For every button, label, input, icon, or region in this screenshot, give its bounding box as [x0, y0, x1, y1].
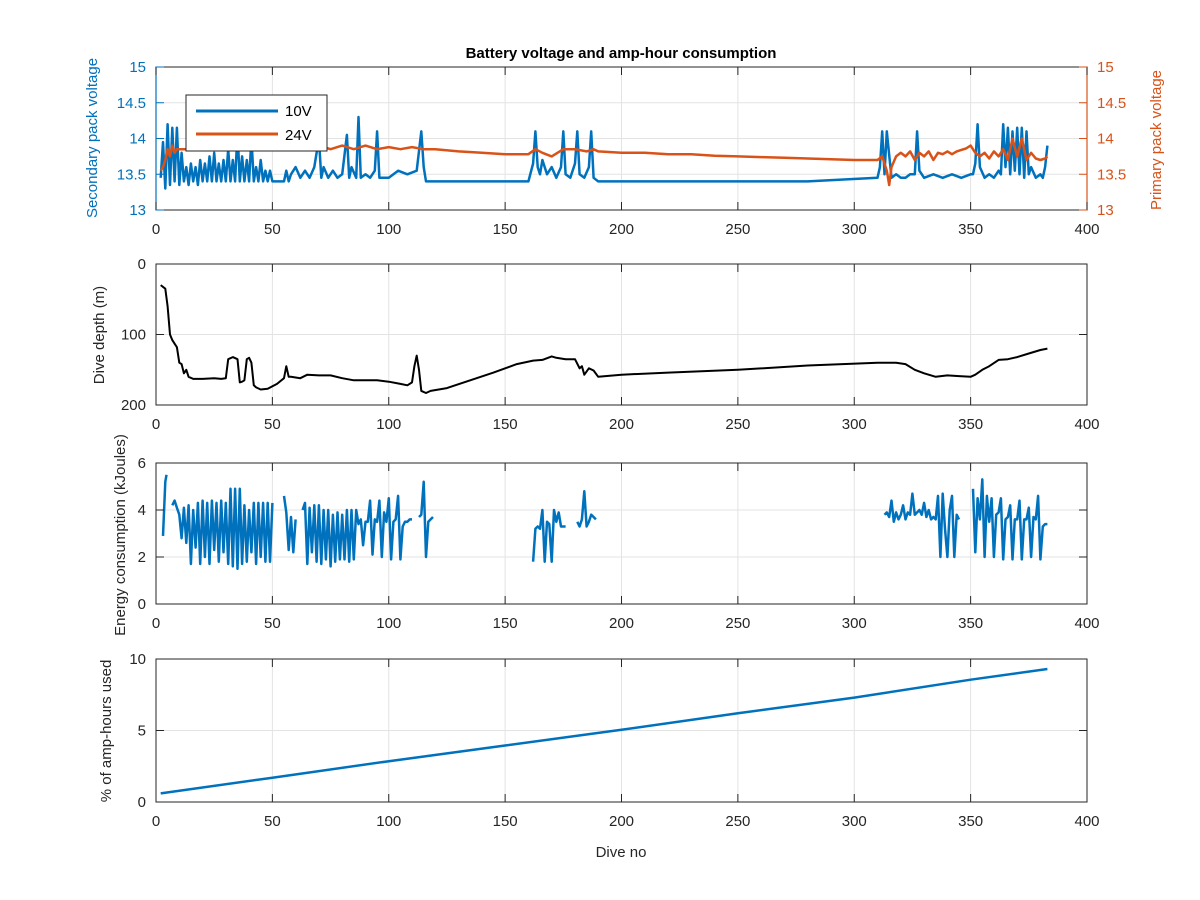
voltage-xtick-label: 300 — [842, 221, 867, 238]
legend-box — [185, 94, 328, 152]
depth-line-depth — [160, 284, 1048, 394]
amphours-line-amp-hours — [160, 667, 1048, 795]
depth-xtick-label: 0 — [152, 416, 160, 433]
energy-xtick-label: 50 — [264, 615, 281, 632]
depth-ytick-label: 200 — [121, 397, 146, 414]
voltage-right-ylabel: Primary pack voltage — [1148, 70, 1165, 210]
energy-line-energy-seg0 — [161, 474, 168, 536]
voltage-right-ytick-label: 14 — [1097, 131, 1114, 148]
energy-line-energy-seg2 — [282, 495, 297, 554]
depth-grid — [156, 264, 1087, 405]
voltage-xtick-label: 0 — [152, 221, 160, 238]
energy-line-energy-seg1 — [171, 487, 274, 571]
depth-xtick-label: 100 — [376, 416, 401, 433]
energy-xtick-label: 150 — [493, 615, 518, 632]
energy-ytick-label: 0 — [138, 596, 146, 613]
depth-ticks: 0 50 100 150 200 250 300 350 400 0 100 200 — [121, 256, 1100, 433]
depth-xtick-label: 400 — [1074, 416, 1099, 433]
voltage-xtick-label: 100 — [376, 221, 401, 238]
energy-ticks: 0 50 100 150 200 250 300 350 400 0 2 4 6 — [138, 455, 1100, 632]
amphours-xtick-label: 100 — [376, 813, 401, 830]
voltage-right-ytick-label: 13.5 — [1097, 166, 1126, 183]
voltage-ytick-label: 13 — [129, 202, 146, 219]
energy-ytick-label: 4 — [138, 502, 146, 519]
voltage-xtick-label: 250 — [725, 221, 750, 238]
amphours-xtick-label: 300 — [842, 813, 867, 830]
energy-xtick-label: 350 — [958, 615, 983, 632]
energy-line-energy-seg6 — [576, 489, 597, 528]
energy-panel: 0 50 100 150 200 250 300 350 400 0 2 4 6 Energy cons… — [112, 434, 1100, 636]
amphours-xtick-label: 350 — [958, 813, 983, 830]
energy-line-energy-seg7 — [883, 492, 961, 559]
voltage-ytick-label: 13.5 — [117, 166, 146, 183]
amphours-ytick-label: 0 — [138, 794, 146, 811]
amphours-xtick-label: 150 — [493, 813, 518, 830]
amphours-xtick-label: 200 — [609, 813, 634, 830]
voltage-right-ytick-label: 13 — [1097, 202, 1114, 219]
legend: 10V 24V — [185, 94, 328, 152]
energy-ytick-label: 2 — [138, 549, 146, 566]
energy-xtick-label: 300 — [842, 615, 867, 632]
energy-line-energy-seg4 — [418, 480, 434, 559]
depth-xtick-label: 300 — [842, 416, 867, 433]
depth-xtick-label: 350 — [958, 416, 983, 433]
voltage-right-ytick-label: 15 — [1097, 59, 1114, 76]
amphours-xlabel: Dive no — [596, 844, 647, 861]
voltage-ytick-label: 14.5 — [117, 95, 146, 112]
energy-xtick-label: 0 — [152, 615, 160, 632]
energy-xtick-label: 250 — [725, 615, 750, 632]
energy-xtick-label: 200 — [609, 615, 634, 632]
amphours-panel: 0 50 100 150 200 250 300 350 400 0 5 10 % of amp-ho… — [98, 651, 1100, 861]
depth-xtick-label: 150 — [493, 416, 518, 433]
voltage-ytick-label: 14 — [129, 131, 146, 148]
amphours-series — [160, 667, 1048, 795]
legend-label-24v: 24V — [285, 127, 312, 144]
energy-ylabel: Energy consumption (kJoules) — [112, 434, 129, 636]
depth-ylabel: Dive depth (m) — [91, 286, 108, 384]
energy-ytick-label: 6 — [138, 455, 146, 472]
depth-xtick-label: 200 — [609, 416, 634, 433]
energy-line-energy-seg8 — [971, 478, 1048, 561]
amphours-ylabel: % of amp-hours used — [98, 660, 115, 803]
voltage-line-10v — [159, 115, 1049, 190]
energy-line-energy-seg3 — [301, 494, 412, 568]
legend-label-10v: 10V — [285, 103, 312, 120]
voltage-panel: 0 50 100 150 200 250 300 350 400 13 13.5 14 14.5 15 13… — [84, 45, 1165, 238]
amphours-xtick-label: 400 — [1074, 813, 1099, 830]
depth-ytick-label: 100 — [121, 327, 146, 344]
voltage-right-ytick-label: 14.5 — [1097, 95, 1126, 112]
energy-series — [161, 474, 1048, 571]
voltage-xtick-label: 400 — [1074, 221, 1099, 238]
voltage-xtick-label: 350 — [958, 221, 983, 238]
energy-xtick-label: 400 — [1074, 615, 1099, 632]
amphours-ytick-label: 10 — [129, 651, 146, 668]
voltage-xtick-label: 150 — [493, 221, 518, 238]
depth-ytick-label: 0 — [138, 256, 146, 273]
depth-xtick-label: 50 — [264, 416, 281, 433]
depth-panel: 0 50 100 150 200 250 300 350 400 0 100 200 Dive dep… — [91, 256, 1100, 433]
amphours-ytick-label: 5 — [138, 723, 146, 740]
amphours-xtick-label: 0 — [152, 813, 160, 830]
depth-series — [160, 284, 1048, 394]
energy-line-energy-seg5 — [531, 508, 566, 563]
voltage-xtick-label: 50 — [264, 221, 281, 238]
depth-xtick-label: 250 — [725, 416, 750, 433]
voltage-ytick-label: 15 — [129, 59, 146, 76]
voltage-xtick-label: 200 — [609, 221, 634, 238]
voltage-left-ylabel: Secondary pack voltage — [84, 58, 101, 218]
amphours-xtick-label: 50 — [264, 813, 281, 830]
chart-title: Battery voltage and amp-hour consumption — [466, 45, 777, 62]
energy-xtick-label: 100 — [376, 615, 401, 632]
amphours-xtick-label: 250 — [725, 813, 750, 830]
voltage-ticks: 0 50 100 150 200 250 300 350 400 13 13.5 14 14.5 15 13… — [117, 59, 1126, 238]
amphours-ticks: 0 50 100 150 200 250 300 350 400 0 5 10 — [129, 651, 1099, 830]
